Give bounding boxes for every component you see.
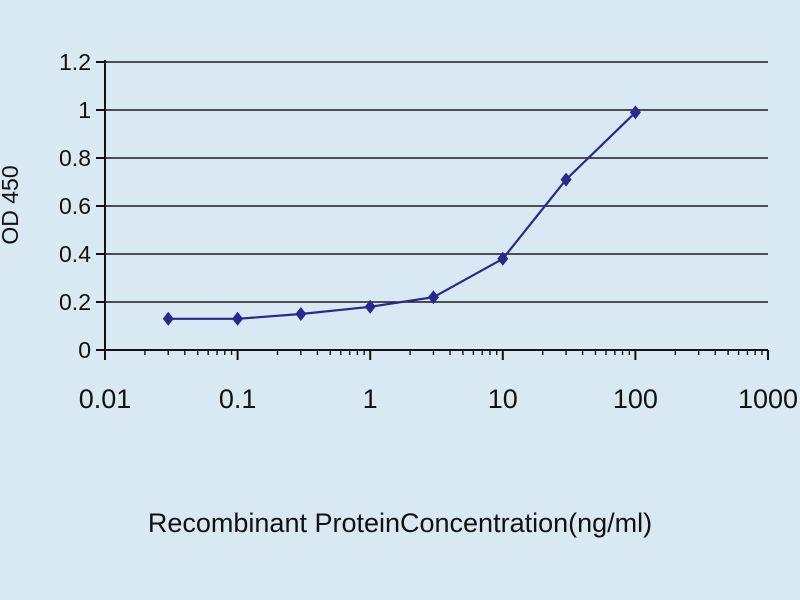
y-tick-label: 1 [78, 97, 91, 123]
data-point-marker [629, 105, 641, 120]
x-tick-label: 100 [613, 384, 658, 414]
data-point-marker [364, 299, 376, 314]
y-tick-label: 0.6 [59, 193, 91, 219]
data-point-marker [497, 251, 509, 266]
data-point-marker [162, 311, 174, 326]
data-point-marker [232, 311, 244, 326]
series-line [168, 111, 637, 320]
x-tick-label: 1 [363, 384, 378, 414]
x-tick-label: 1000 [738, 384, 798, 414]
x-tick-label: 10 [488, 384, 518, 414]
data-point-marker [295, 307, 307, 321]
y-tick-label: 0 [78, 337, 91, 363]
data-point-marker [560, 172, 572, 187]
y-tick-label: 0.2 [59, 289, 91, 315]
data-point-marker [427, 290, 439, 305]
x-tick-label: 0.01 [79, 384, 132, 414]
y-tick-label: 0.4 [59, 241, 91, 267]
x-axis-title: Recombinant ProteinConcentration(ng/ml) [147, 508, 653, 538]
x-tick-label: 0.1 [219, 384, 257, 414]
y-tick-label: 1.2 [59, 49, 91, 75]
y-tick-label: 0.8 [59, 145, 91, 171]
